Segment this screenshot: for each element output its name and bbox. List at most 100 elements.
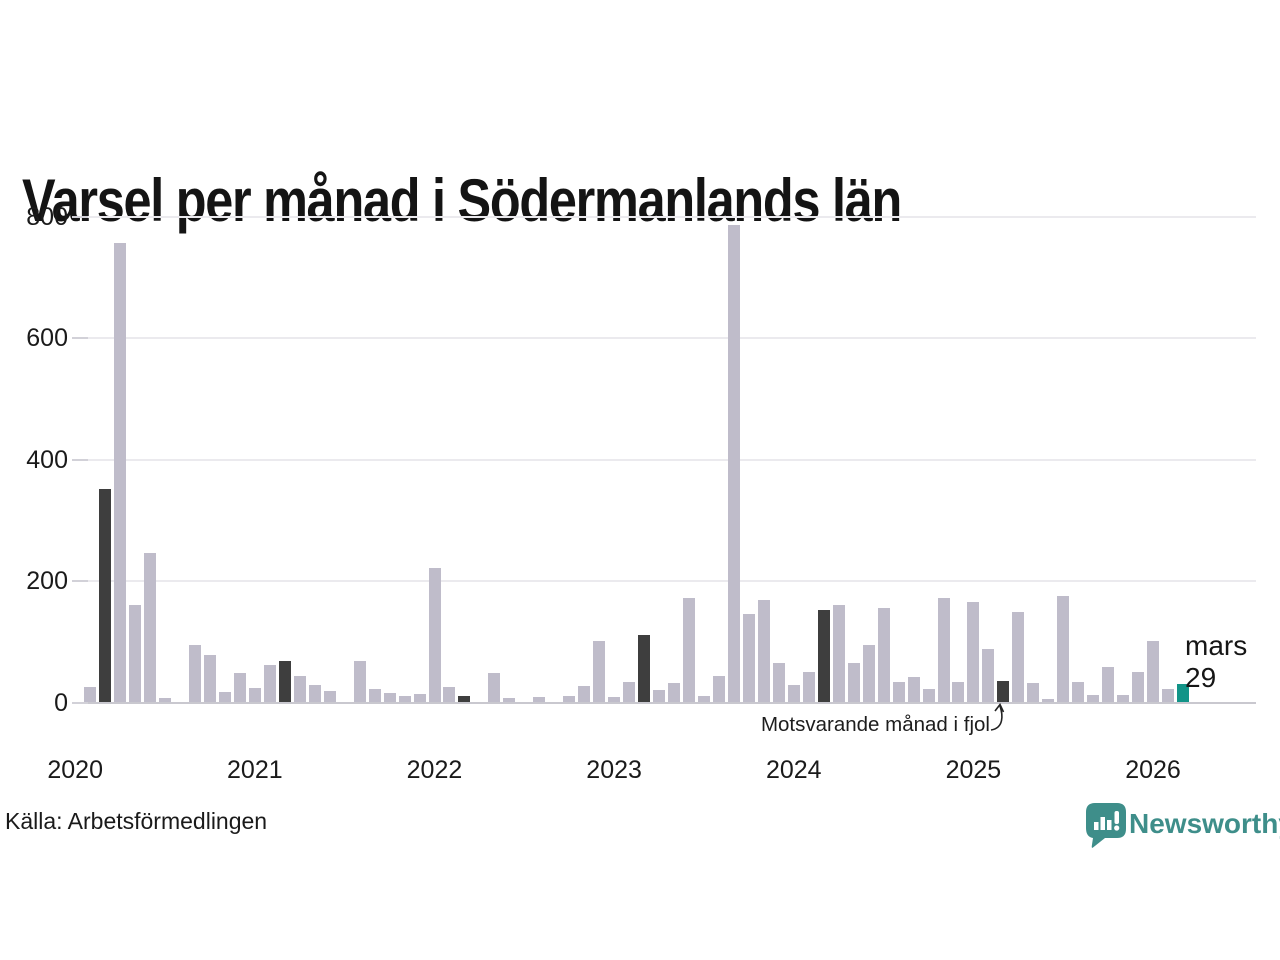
ytick-label-600: 600 (26, 324, 68, 353)
bar-2026-01 (1147, 641, 1159, 702)
bar-2025-02 (982, 649, 995, 702)
bar-2023-01 (608, 697, 621, 702)
bar-2024-11 (937, 598, 950, 702)
current-month-name: mars (1185, 630, 1248, 661)
bar-2021-12 (413, 694, 426, 702)
speech-bubble-bar-chart-icon (1086, 803, 1126, 848)
gridline-400 (75, 458, 1256, 461)
bar-2021-01 (248, 688, 261, 702)
xtick-label-2026: 2026 (1125, 756, 1181, 784)
bar-2024-02 (802, 672, 815, 702)
bar-2021-11 (398, 695, 411, 702)
bar-2022-06 (503, 697, 516, 702)
bar-2021-02 (263, 664, 276, 702)
xtick-label-2023: 2023 (586, 756, 642, 784)
bar-2023-10 (742, 613, 755, 702)
bar-2022-01 (428, 568, 441, 702)
bar-2025-11 (1117, 694, 1130, 702)
bar-2025-12 (1132, 672, 1145, 702)
bar-2025-01 (967, 602, 980, 702)
bar-2021-10 (383, 692, 396, 702)
bar-2020-05 (129, 604, 142, 702)
bar-2021-09 (368, 689, 381, 702)
bar-2022-05 (488, 672, 501, 702)
bar-2020-02 (84, 686, 97, 702)
bar-2022-10 (563, 695, 576, 702)
xtick-label-2024: 2024 (765, 756, 822, 784)
bar-2020-06 (144, 553, 157, 702)
bar-2024-06 (862, 644, 875, 702)
ytick-800 (72, 215, 88, 218)
bar-2020-07 (159, 697, 171, 702)
newsworthy-logo-text: Newsworthy (1129, 808, 1280, 839)
bar-2023-12 (772, 663, 785, 702)
gridline-800 (75, 215, 1256, 218)
bar-2025-09 (1087, 694, 1100, 702)
gridline-200 (75, 580, 1256, 583)
bar-2024-03 (817, 609, 830, 702)
bar-2023-03 (638, 635, 651, 702)
bar-2024-04 (832, 605, 845, 702)
bar-2023-09 (727, 225, 740, 702)
bar-2022-08 (533, 697, 546, 702)
bar-2024-12 (952, 681, 965, 702)
annotation-label: Motsvarande månad i fjol (760, 713, 990, 736)
ytick-400 (72, 458, 88, 461)
bar-2023-02 (623, 681, 636, 702)
bar-2024-08 (892, 681, 905, 702)
newsworthy-logo: Newsworthy (1085, 800, 1280, 850)
bar-2020-10 (203, 655, 216, 702)
bar-2023-04 (653, 689, 665, 702)
bar-2025-06 (1042, 699, 1055, 702)
bar-2024-09 (907, 677, 920, 702)
bar-2021-06 (323, 691, 336, 702)
gridline-600 (75, 337, 1256, 340)
bar-2024-05 (847, 663, 860, 702)
xtick-label-2022: 2022 (406, 756, 463, 784)
bar-2022-03 (458, 695, 471, 702)
bar-2022-11 (578, 686, 591, 702)
bar-2023-11 (757, 599, 770, 702)
source-label: Källa: Arbetsförmedlingen (5, 808, 268, 834)
ytick-0 (72, 702, 88, 704)
xtick-label-2020: 2020 (47, 756, 103, 784)
ytick-600 (72, 337, 88, 340)
bar-2023-05 (668, 683, 680, 702)
bar-2023-08 (712, 675, 725, 702)
bar-2023-07 (697, 695, 710, 702)
bar-2025-05 (1027, 683, 1040, 702)
bar-2021-05 (308, 685, 321, 702)
ytick-200 (72, 580, 88, 583)
bar-2024-10 (922, 689, 935, 702)
bar-2021-08 (353, 661, 366, 702)
annotation-arrow-icon (990, 702, 1005, 731)
bar-2020-11 (218, 692, 231, 702)
bar-2022-12 (593, 641, 606, 702)
current-month-value: 29 (1185, 662, 1217, 693)
bar-2026-02 (1162, 689, 1174, 702)
bar-2025-04 (1012, 612, 1025, 702)
bar-2021-04 (293, 675, 306, 702)
bar-2023-06 (683, 598, 695, 702)
current-month-label: mars 29 (1185, 630, 1247, 694)
xtick-label-2025: 2025 (945, 756, 1002, 784)
ytick-label-200: 200 (26, 567, 68, 596)
bar-2025-07 (1057, 596, 1070, 702)
bar-2020-09 (189, 644, 201, 702)
ytick-label-0: 0 (54, 689, 68, 717)
bar-2025-08 (1072, 681, 1085, 702)
bar-2026-03 (1177, 684, 1189, 702)
bar-2024-07 (877, 607, 890, 702)
chart-title: Varsel per månad i Södermanlands län (22, 167, 902, 235)
ytick-label-400: 400 (26, 445, 68, 474)
bar-2025-03 (997, 680, 1010, 702)
bar-2024-01 (787, 685, 800, 702)
xtick-label-2021: 2021 (227, 756, 283, 784)
ytick-label-800: 800 (26, 202, 68, 231)
bar-2020-04 (114, 243, 127, 702)
bar-2025-10 (1102, 666, 1115, 702)
gridline-0 (75, 702, 1256, 704)
bar-2021-03 (278, 661, 291, 702)
bar-2020-12 (233, 672, 246, 702)
